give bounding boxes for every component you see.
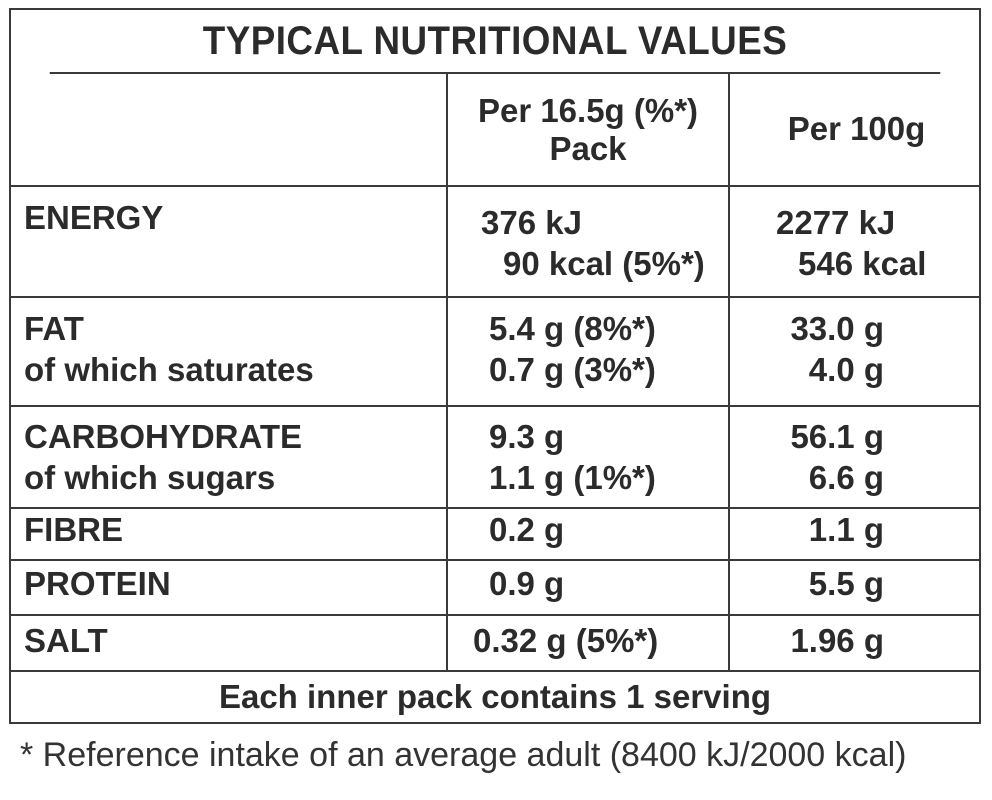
nutrition-label: TYPICAL NUTRITIONAL VALUES Per 16.5g (%*… bbox=[9, 8, 981, 724]
nutrient-subname: of which saturates bbox=[24, 351, 314, 388]
pack-value: 0.7 g (3%*) bbox=[489, 351, 656, 388]
nutrient-subname: of which sugars bbox=[24, 459, 276, 496]
pack-value: 0.9 g bbox=[489, 565, 565, 602]
per100-value: 5.5 g bbox=[808, 565, 884, 602]
serving-note: Each inner pack contains 1 serving bbox=[218, 678, 772, 715]
per100-value: 6.6 g bbox=[808, 459, 884, 496]
row-fibre-name: FIBRE bbox=[24, 509, 123, 550]
row-divider bbox=[11, 559, 979, 561]
row-energy-name: ENERGY bbox=[24, 197, 163, 238]
per100-value: 33.0 g bbox=[790, 310, 884, 347]
header-per-pack: Per 16.5g (%*) Pack bbox=[448, 92, 728, 168]
pack-value: 0.2 g bbox=[489, 511, 565, 548]
per100-value: 56.1 g bbox=[790, 418, 884, 455]
pack-value: 9.3 g bbox=[489, 418, 565, 455]
header-per-pack-line-2: Pack bbox=[549, 130, 627, 167]
per100-value: 4.0 g bbox=[808, 351, 884, 388]
row-energy-per100: 2277 kJ 546 kcal bbox=[776, 202, 926, 284]
row-salt-name: SALT bbox=[24, 620, 108, 661]
row-salt-pack: 0.32 g (5%*) bbox=[473, 620, 658, 661]
nutrient-name: PROTEIN bbox=[24, 565, 171, 602]
pack-value: 1.1 g (1%*) bbox=[489, 459, 656, 496]
row-carbohydrate-name: CARBOHYDRATE of which sugars bbox=[24, 416, 302, 498]
row-fat-per100: 33.0 g 4.0 g bbox=[730, 308, 884, 390]
per100-value: 1.96 g bbox=[790, 622, 884, 659]
column-divider-2 bbox=[728, 72, 730, 672]
row-protein-name: PROTEIN bbox=[24, 563, 171, 604]
row-fat-name: FAT of which saturates bbox=[24, 308, 314, 390]
row-divider bbox=[11, 296, 979, 298]
row-protein-pack: 0.9 g bbox=[489, 563, 564, 604]
row-divider bbox=[11, 507, 979, 509]
nutrient-name: ENERGY bbox=[24, 199, 164, 236]
nutrient-name: SALT bbox=[24, 622, 108, 659]
pack-value: 376 kJ bbox=[481, 204, 582, 241]
row-carbohydrate-pack: 9.3 g 1.1 g (1%*) bbox=[489, 416, 656, 498]
row-fibre-per100: 1.1 g bbox=[730, 509, 884, 550]
header-per-100g: Per 100g bbox=[787, 110, 926, 147]
row-energy-pack: 376 kJ 90 kcal (5%*) bbox=[481, 202, 705, 284]
row-protein-per100: 5.5 g bbox=[730, 563, 884, 604]
per100-value: 1.1 g bbox=[808, 511, 884, 548]
row-divider bbox=[11, 670, 979, 672]
header-per-pack-line-1: Per 16.5g (%*) bbox=[477, 92, 699, 129]
column-divider-1 bbox=[446, 72, 448, 672]
row-divider bbox=[11, 405, 979, 407]
nutrient-name: CARBOHYDRATE bbox=[24, 418, 303, 455]
row-salt-per100: 1.96 g bbox=[730, 620, 884, 661]
nutrient-name: FAT bbox=[24, 310, 84, 347]
pack-value: 5.4 g (8%*) bbox=[489, 310, 656, 347]
row-divider bbox=[11, 614, 979, 616]
row-fibre-pack: 0.2 g bbox=[489, 509, 564, 550]
pack-value: 90 kcal (5%*) bbox=[503, 245, 705, 282]
per100-value: 2277 kJ bbox=[776, 204, 896, 241]
row-fat-pack: 5.4 g (8%*) 0.7 g (3%*) bbox=[489, 308, 656, 390]
nutrient-name: FIBRE bbox=[24, 511, 123, 548]
row-divider bbox=[11, 185, 979, 187]
row-carbohydrate-per100: 56.1 g 6.6 g bbox=[730, 416, 884, 498]
reference-intake-note: * Reference intake of an average adult (… bbox=[20, 736, 907, 774]
pack-value: 0.32 g (5%*) bbox=[473, 622, 659, 659]
per100-value: 546 kcal bbox=[798, 245, 927, 282]
label-title: TYPICAL NUTRITIONAL VALUES bbox=[49, 10, 941, 74]
